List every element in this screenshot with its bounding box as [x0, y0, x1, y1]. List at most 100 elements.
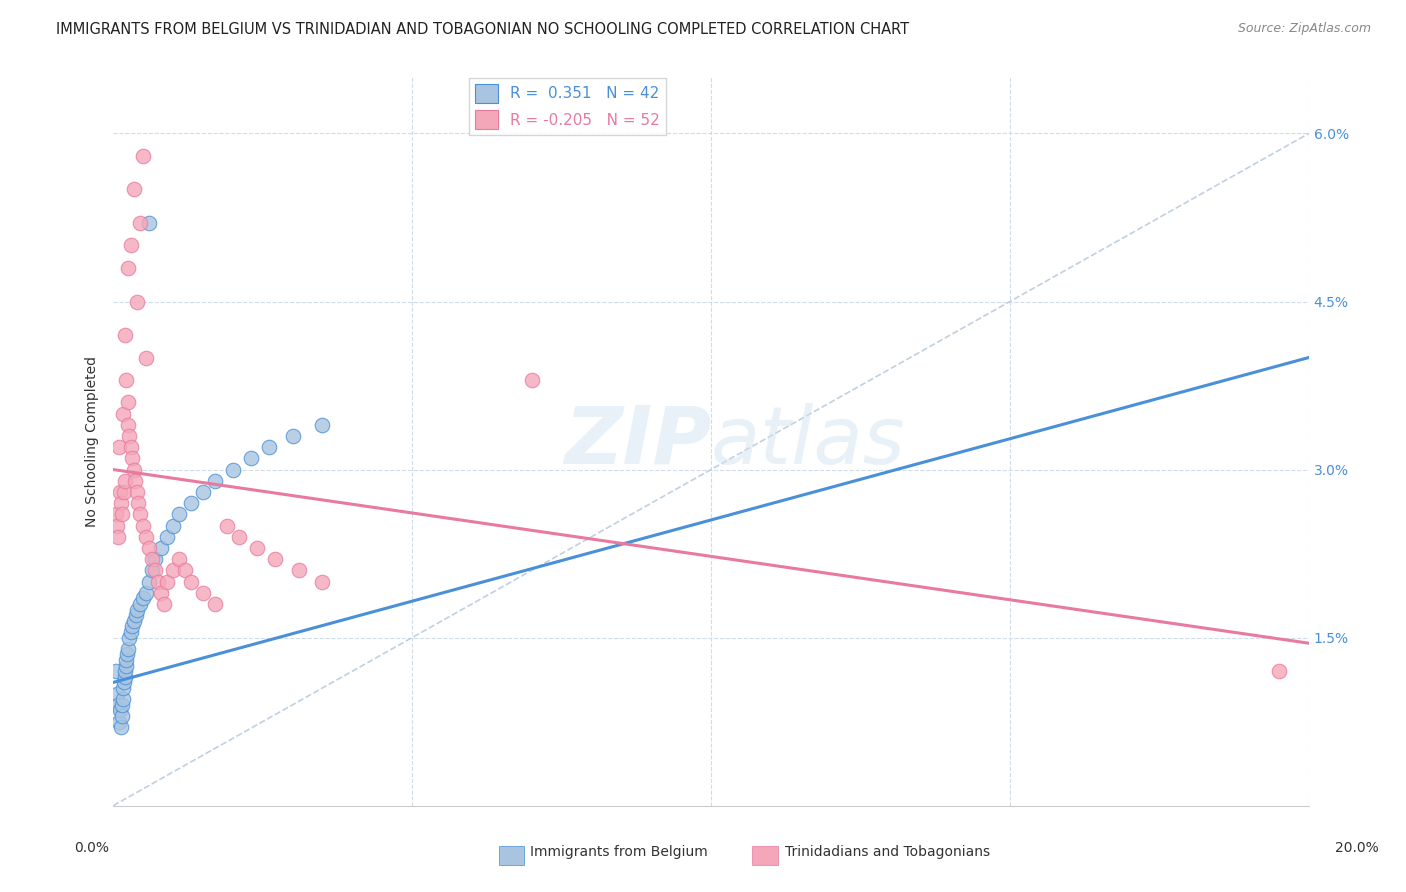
Point — [121, 451, 143, 466]
Point — [114, 670, 136, 684]
Point — [311, 574, 333, 589]
Point — [143, 552, 166, 566]
Point — [287, 563, 309, 577]
Point — [132, 518, 155, 533]
Point — [115, 653, 138, 667]
Point — [132, 591, 155, 606]
Point — [222, 462, 245, 476]
Point — [129, 597, 152, 611]
Point — [191, 586, 214, 600]
Point — [110, 703, 132, 717]
Point — [129, 508, 152, 522]
Point — [110, 496, 132, 510]
Point — [122, 614, 145, 628]
Text: ZIP: ZIP — [564, 402, 711, 481]
Point — [117, 395, 139, 409]
Point — [122, 462, 145, 476]
Point — [127, 485, 149, 500]
Point — [114, 664, 136, 678]
Text: IMMIGRANTS FROM BELGIUM VS TRINIDADIAN AND TOBAGONIAN NO SCHOOLING COMPLETED COR: IMMIGRANTS FROM BELGIUM VS TRINIDADIAN A… — [56, 22, 910, 37]
Point — [174, 563, 197, 577]
Point — [110, 720, 132, 734]
Point — [146, 574, 169, 589]
Point — [112, 407, 135, 421]
Point — [138, 541, 160, 555]
Legend: R =  0.351   N = 42, R = -0.205   N = 52: R = 0.351 N = 42, R = -0.205 N = 52 — [470, 78, 666, 135]
Text: Source: ZipAtlas.com: Source: ZipAtlas.com — [1237, 22, 1371, 36]
Point — [311, 417, 333, 432]
Point — [112, 681, 135, 695]
Point — [117, 260, 139, 275]
Point — [114, 474, 136, 488]
Point — [228, 530, 250, 544]
Text: atlas: atlas — [711, 402, 905, 481]
Point — [215, 518, 238, 533]
Point — [263, 552, 285, 566]
Point — [105, 664, 128, 678]
Point — [112, 485, 135, 500]
Point — [191, 485, 214, 500]
Point — [135, 530, 157, 544]
Point — [117, 417, 139, 432]
Point — [105, 508, 128, 522]
Text: Trinidadians and Tobagonians: Trinidadians and Tobagonians — [785, 846, 990, 859]
Text: Immigrants from Belgium: Immigrants from Belgium — [530, 846, 707, 859]
Point — [180, 496, 202, 510]
Point — [105, 687, 128, 701]
Point — [127, 602, 149, 616]
Point — [105, 518, 128, 533]
Point — [132, 149, 155, 163]
Point — [125, 608, 148, 623]
Point — [107, 698, 129, 712]
Point — [257, 440, 280, 454]
Point — [150, 541, 173, 555]
Point — [120, 440, 142, 454]
Point — [246, 541, 269, 555]
Point — [135, 586, 157, 600]
Point — [520, 373, 543, 387]
Point — [107, 530, 129, 544]
Point — [124, 474, 146, 488]
Point — [117, 641, 139, 656]
Point — [204, 597, 226, 611]
Point — [204, 474, 226, 488]
Point — [156, 574, 179, 589]
Point — [110, 485, 132, 500]
Text: 0.0%: 0.0% — [75, 841, 108, 855]
Point — [118, 631, 141, 645]
Point — [167, 508, 190, 522]
Point — [156, 530, 179, 544]
Point — [112, 675, 135, 690]
Point — [111, 508, 134, 522]
Y-axis label: No Schooling Completed: No Schooling Completed — [86, 356, 100, 527]
Point — [122, 182, 145, 196]
Point — [127, 496, 149, 510]
Point — [162, 518, 184, 533]
Point — [121, 619, 143, 633]
Point — [129, 216, 152, 230]
Point — [138, 216, 160, 230]
Point — [115, 648, 138, 662]
Point — [108, 714, 131, 729]
Point — [167, 552, 190, 566]
Point — [1268, 664, 1291, 678]
Point — [111, 692, 134, 706]
Point — [239, 451, 262, 466]
Point — [108, 440, 131, 454]
Point — [141, 563, 163, 577]
Point — [180, 574, 202, 589]
Point — [127, 294, 149, 309]
Point — [111, 698, 134, 712]
Point — [138, 574, 160, 589]
Point — [110, 709, 132, 723]
Point — [153, 597, 176, 611]
Point — [135, 351, 157, 365]
Point — [120, 238, 142, 252]
Text: 20.0%: 20.0% — [1334, 841, 1379, 855]
Point — [150, 586, 173, 600]
Point — [141, 552, 163, 566]
Point — [115, 373, 138, 387]
Point — [114, 658, 136, 673]
Point — [118, 429, 141, 443]
Point — [120, 625, 142, 640]
